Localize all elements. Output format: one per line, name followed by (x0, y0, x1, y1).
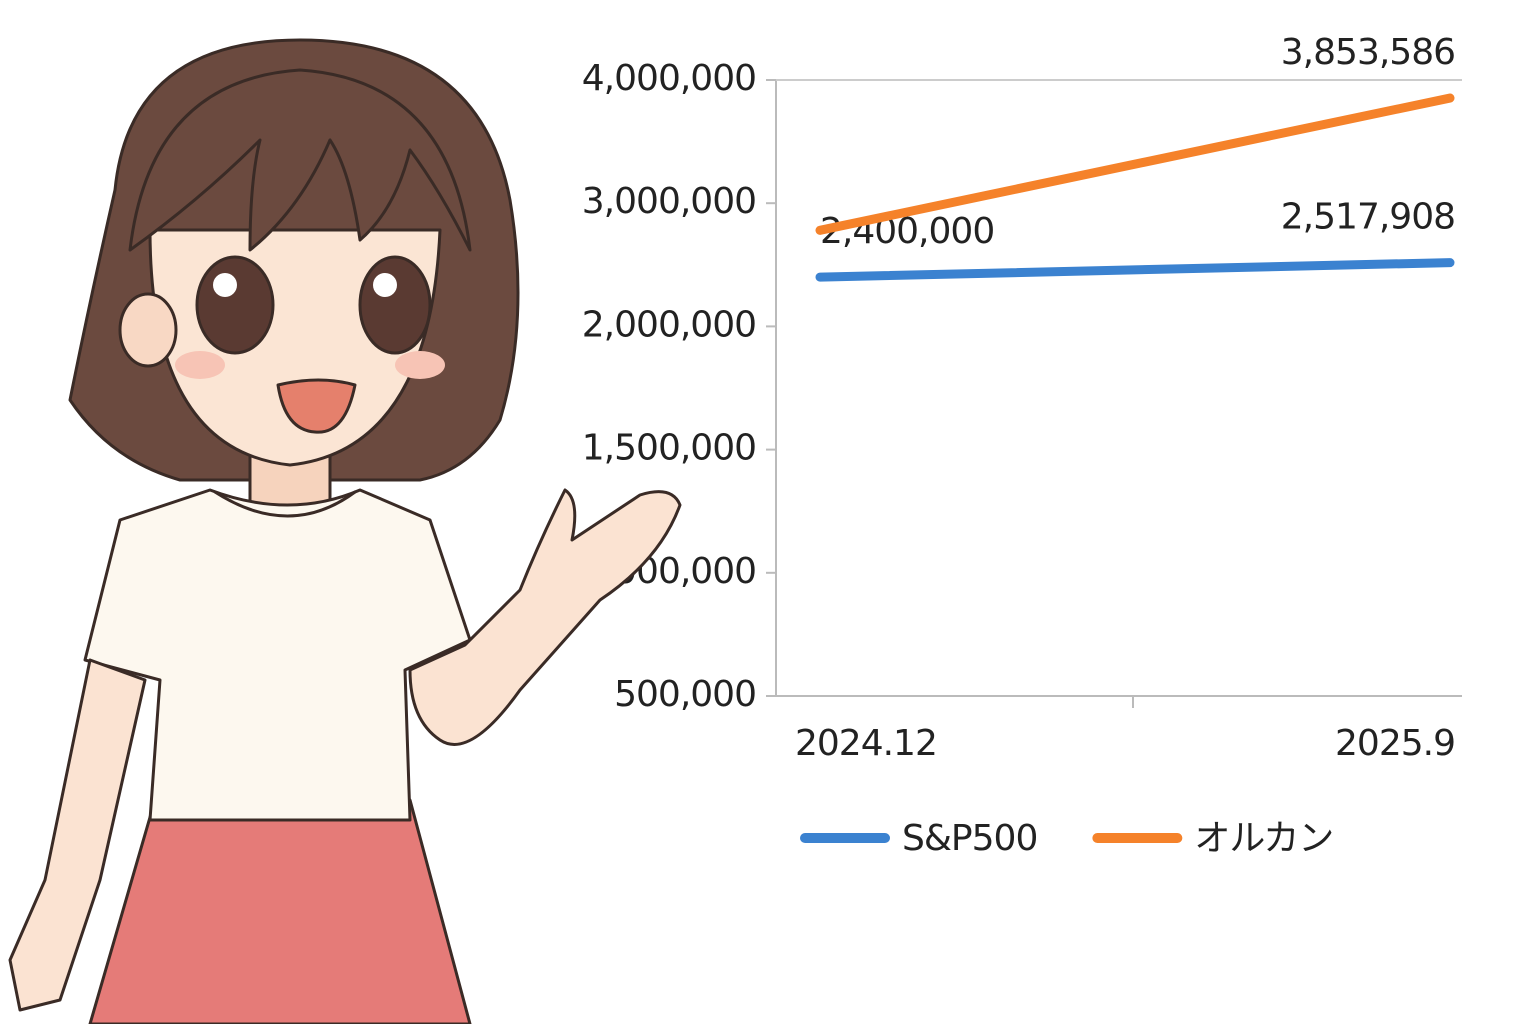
y-tick-label: 2,000,000 (582, 304, 756, 345)
x-tick-label: 2024.12 (795, 723, 937, 764)
series-line (815, 258, 1455, 282)
x-tick-label: 2025.9 (1335, 723, 1455, 764)
y-tick-label: 500,000 (614, 674, 756, 715)
series-line (815, 93, 1455, 235)
y-tick-label: 1,500,000 (582, 428, 756, 469)
chart: 500,0001,000,0001,500,0002,000,0003,000,… (582, 32, 1462, 859)
legend-label: S&P500 (902, 818, 1037, 859)
legend-label: オルカン (1194, 818, 1333, 859)
y-tick-label: 4,000,000 (582, 58, 756, 99)
data-label: 2,400,000 (820, 211, 994, 252)
girl-illustration (8, 38, 682, 1024)
y-tick-label: 3,000,000 (582, 181, 756, 222)
data-label: 3,853,586 (1281, 32, 1455, 73)
data-label: 2,517,908 (1281, 197, 1455, 238)
